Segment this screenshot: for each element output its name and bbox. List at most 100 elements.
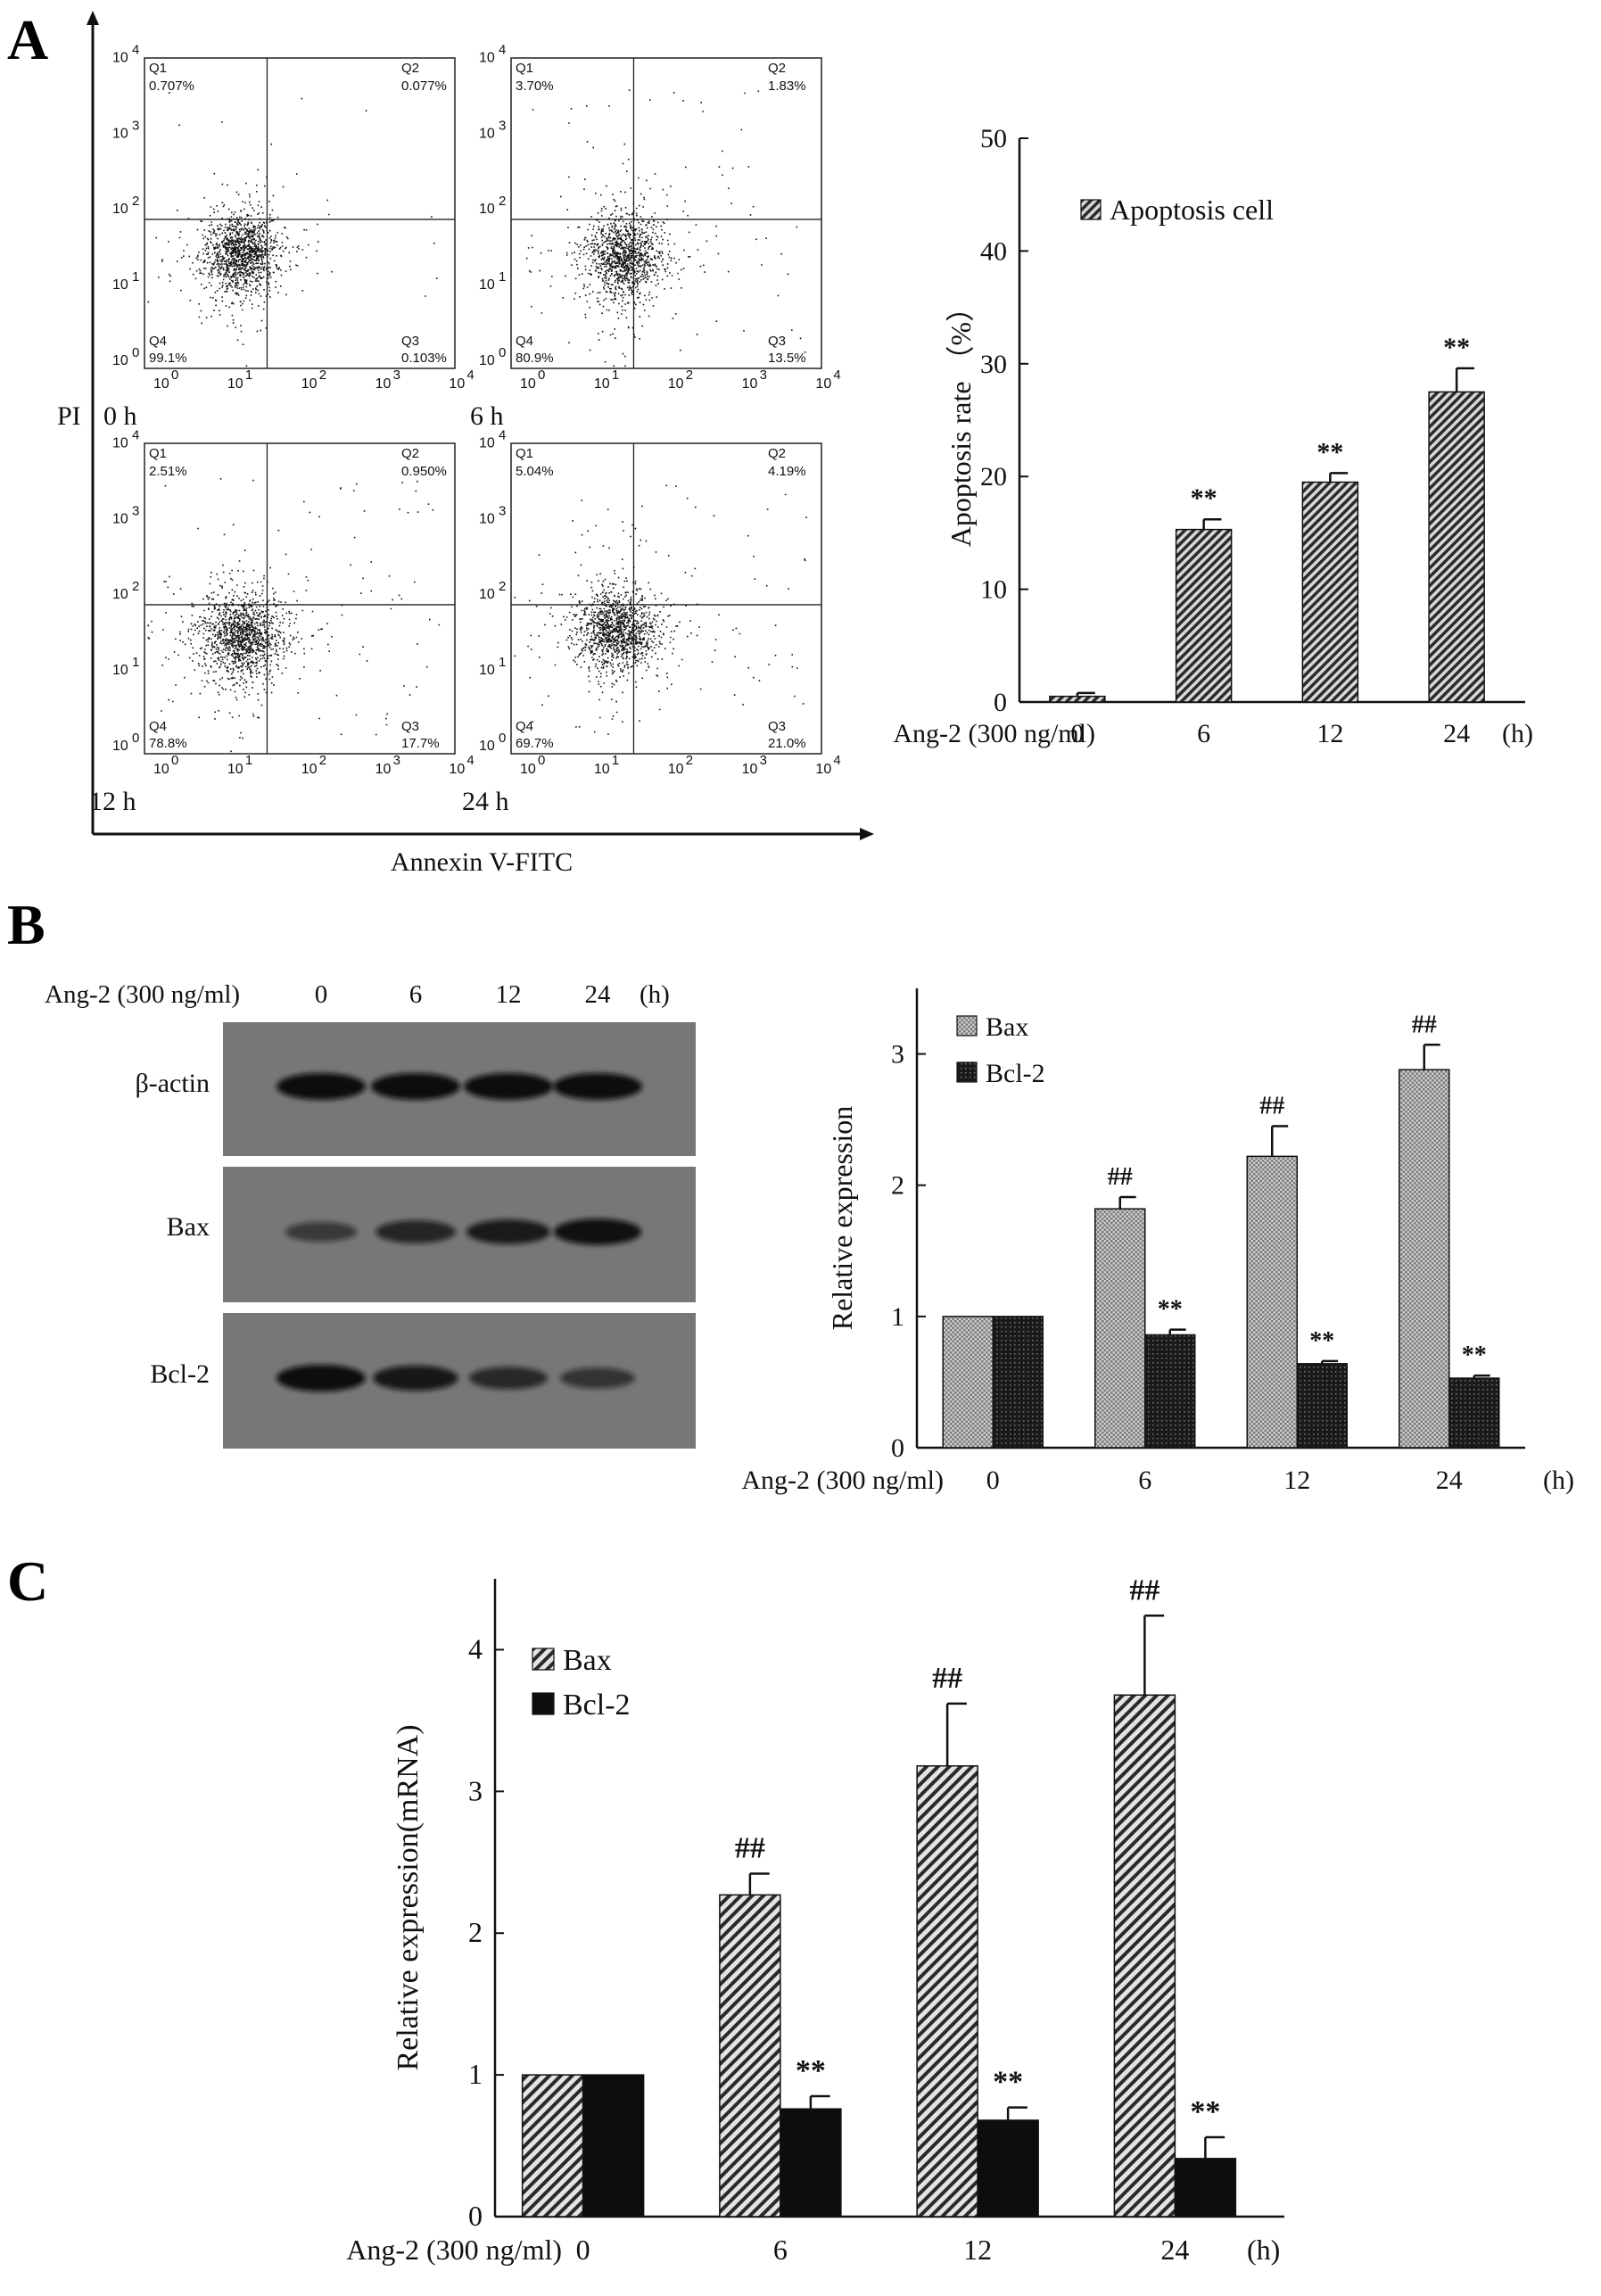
x-axis-label: Ang-2 (300 ng/ml) <box>893 719 1095 748</box>
y-tick-label: 10 <box>479 50 495 65</box>
legend-swatch <box>532 1648 555 1671</box>
y-tick-exponent: 0 <box>132 345 139 360</box>
y-tick-label: 10 <box>112 277 128 293</box>
x-tick-exponent: 0 <box>171 753 178 768</box>
y-axis-label: Relative expression <box>826 1106 858 1330</box>
y-tick-label: 10 <box>112 353 128 368</box>
y-tick-label: 10 <box>112 202 128 217</box>
x-tick-label: 10 <box>449 762 465 777</box>
y-tick-label: 10 <box>112 435 128 450</box>
q4-value: 78.8% <box>149 736 187 751</box>
bar-bcl-2 <box>1144 1334 1196 1449</box>
x-tick-exponent: 3 <box>393 368 400 383</box>
x-tick-label: 10 <box>301 762 318 777</box>
q1-value: 0.707% <box>149 78 194 94</box>
y-tick-label: 10 <box>479 587 495 602</box>
western-lane-time: 0 <box>315 980 328 1009</box>
q3-name: Q3 <box>768 334 786 349</box>
significance-mark: ** <box>1158 1296 1183 1324</box>
q4-name: Q4 <box>149 334 167 349</box>
q2-name: Q2 <box>401 446 419 461</box>
blot-band <box>276 1073 366 1100</box>
y-tick-label: 0 <box>994 688 1007 717</box>
q2-value: 4.19% <box>768 464 806 479</box>
x-tick-label: 6 <box>773 2234 788 2266</box>
x-tick-exponent: 0 <box>538 753 545 768</box>
q3-value: 0.103% <box>401 351 447 366</box>
x-tick-label: 10 <box>742 762 758 777</box>
blot-band <box>553 1218 642 1245</box>
significance-mark: ** <box>993 2066 1023 2099</box>
flow-plot-0: Q10.707%Q20.077%Q499.1%Q30.103%100101102… <box>103 42 475 431</box>
y-tick-label: 4 <box>468 1632 483 1664</box>
western-lane-time: 12 <box>496 980 522 1009</box>
x-tick-label: 12 <box>1316 719 1343 748</box>
bar-bcl-2 <box>1448 1377 1500 1449</box>
significance-mark: ## <box>1259 1093 1284 1120</box>
x-tick-exponent: 3 <box>760 368 767 383</box>
flow-time-label: 24 h <box>462 787 509 816</box>
x-tick-label: 0 <box>1070 719 1084 748</box>
legend-entry: Bax <box>986 1012 1028 1042</box>
x-tick-exponent: 4 <box>466 753 474 768</box>
y-tick-label: 10 <box>112 126 128 141</box>
x-tick-label: 10 <box>520 762 536 777</box>
y-tick-label: 10 <box>479 663 495 678</box>
flow-events <box>147 92 438 368</box>
blot-band <box>373 1365 458 1392</box>
x-tick-label: 6 <box>1138 1466 1151 1495</box>
significance-mark: ## <box>1108 1163 1133 1191</box>
western-treatment-label: Ang-2 (300 ng/ml) <box>45 980 240 1009</box>
x-tick-exponent: 2 <box>686 753 693 768</box>
x-tick-label: 10 <box>227 762 243 777</box>
flow-ylabel: PI <box>57 401 81 431</box>
x-tick-exponent: 1 <box>612 368 619 383</box>
chart-a-apoptosis-rate: 0 10 20 30 40 50 Apoptosis rate （%） 0 6 ** 12 ** 24 *… <box>893 124 1533 748</box>
blot-band <box>466 1219 550 1244</box>
x-tick-label: 10 <box>668 376 684 392</box>
bar-bcl-2 <box>780 2108 842 2218</box>
x-tick-exponent: 2 <box>686 368 693 383</box>
x-tick-exponent: 1 <box>245 753 252 768</box>
y-tick-label: 10 <box>479 739 495 754</box>
flow-events <box>147 478 441 753</box>
q3-name: Q3 <box>401 719 419 734</box>
y-tick-label: 3 <box>468 1774 483 1806</box>
significance-mark: ** <box>1191 483 1217 513</box>
x-axis-label: Ang-2 (300 ng/ml) <box>741 1466 944 1495</box>
y-tick-exponent: 3 <box>499 118 506 133</box>
flow-xlabel: Annexin V-FITC <box>391 847 573 877</box>
y-tick-label: 2 <box>468 1916 483 1948</box>
legend-entry: Bcl-2 <box>563 1689 631 1722</box>
y-tick-exponent: 1 <box>499 655 506 670</box>
y-tick-label: 0 <box>891 1433 904 1463</box>
y-tick-label: 10 <box>479 126 495 141</box>
q4-name: Q4 <box>516 719 533 734</box>
x-tick-exponent: 1 <box>245 368 252 383</box>
y-tick-exponent: 4 <box>499 42 506 57</box>
bar-apoptosis-cell <box>1049 695 1106 703</box>
q2-value: 0.950% <box>401 464 447 479</box>
blot-row-label: Bcl-2 <box>150 1359 210 1389</box>
x-tick-exponent: 4 <box>466 368 474 383</box>
y-tick-label: 10 <box>479 435 495 450</box>
y-tick-exponent: 1 <box>132 655 139 670</box>
legend-entry: Apoptosis cell <box>1110 194 1274 226</box>
x-tick-label: 10 <box>153 762 169 777</box>
y-tick-label: 10 <box>980 575 1007 605</box>
q2-name: Q2 <box>768 61 786 76</box>
y-tick-label: 10 <box>479 511 495 526</box>
x-tick-label: 12 <box>1283 1466 1310 1495</box>
bar-bcl-2 <box>1174 2158 1237 2218</box>
blot-band <box>276 1364 366 1392</box>
significance-mark: ## <box>932 1662 962 1695</box>
y-tick-label: 10 <box>112 587 128 602</box>
significance-mark: ** <box>1316 437 1343 467</box>
x-tick-label: 10 <box>520 376 536 392</box>
y-tick-label: 10 <box>112 663 128 678</box>
x-tick-label: 24 <box>1443 719 1470 748</box>
y-tick-exponent: 0 <box>132 731 139 746</box>
y-tick-exponent: 2 <box>132 194 139 209</box>
